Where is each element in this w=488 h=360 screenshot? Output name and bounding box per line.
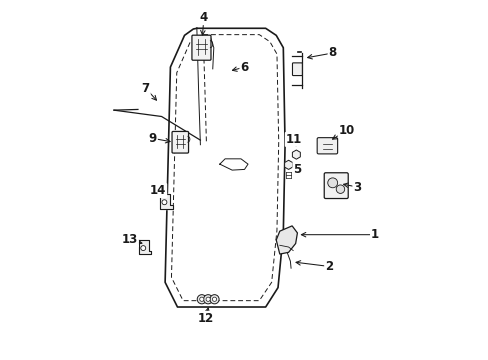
Text: 11: 11 <box>285 133 302 146</box>
Text: 1: 1 <box>370 228 378 241</box>
Circle shape <box>336 185 344 193</box>
Text: 10: 10 <box>338 124 354 137</box>
Circle shape <box>197 294 206 304</box>
Polygon shape <box>276 226 297 254</box>
Text: 12: 12 <box>197 312 213 325</box>
Circle shape <box>327 178 337 188</box>
FancyBboxPatch shape <box>324 173 347 198</box>
Polygon shape <box>139 240 151 255</box>
Text: 4: 4 <box>200 11 207 24</box>
Text: 5: 5 <box>293 163 301 176</box>
Circle shape <box>209 294 219 304</box>
Circle shape <box>162 200 166 205</box>
Text: 8: 8 <box>328 46 336 59</box>
FancyBboxPatch shape <box>292 63 302 76</box>
Text: 9: 9 <box>148 132 157 145</box>
Text: 2: 2 <box>325 260 332 273</box>
FancyBboxPatch shape <box>317 138 337 154</box>
Text: 6: 6 <box>240 60 248 73</box>
Circle shape <box>205 297 210 301</box>
FancyBboxPatch shape <box>192 35 210 60</box>
Text: 14: 14 <box>149 184 166 197</box>
Circle shape <box>212 297 216 301</box>
Text: 13: 13 <box>122 234 138 247</box>
FancyBboxPatch shape <box>172 131 188 153</box>
Text: 3: 3 <box>353 181 361 194</box>
Circle shape <box>203 294 212 304</box>
Text: 7: 7 <box>142 82 149 95</box>
Polygon shape <box>160 194 172 208</box>
Circle shape <box>199 297 203 301</box>
Circle shape <box>141 246 145 251</box>
